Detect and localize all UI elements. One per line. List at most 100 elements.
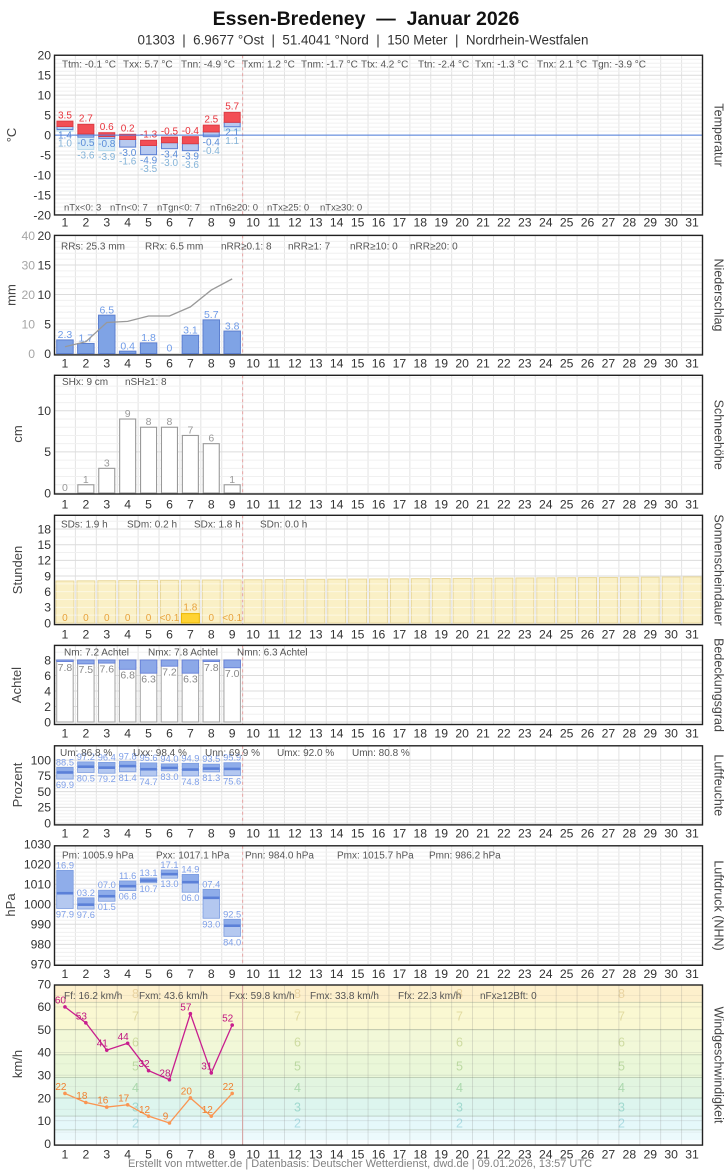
svg-text:16: 16	[372, 627, 386, 641]
svg-text:0: 0	[44, 715, 51, 729]
svg-text:74.7: 74.7	[140, 777, 158, 787]
svg-text:40: 40	[21, 229, 35, 243]
svg-text:8: 8	[132, 987, 139, 1001]
svg-text:9: 9	[229, 726, 236, 740]
svg-text:3: 3	[104, 457, 110, 469]
svg-text:0: 0	[62, 613, 68, 624]
svg-text:20: 20	[455, 627, 469, 641]
svg-text:Niederschlag: Niederschlag	[712, 259, 726, 332]
svg-text:22: 22	[497, 826, 511, 840]
svg-text:30: 30	[664, 826, 678, 840]
svg-text:1: 1	[83, 474, 89, 486]
svg-text:28: 28	[623, 726, 637, 740]
svg-text:nRR≥0.1: 8: nRR≥0.1: 8	[221, 242, 272, 253]
svg-text:25: 25	[560, 627, 574, 641]
svg-text:17: 17	[393, 627, 407, 641]
svg-text:14: 14	[330, 356, 344, 370]
svg-text:7.2: 7.2	[162, 666, 177, 678]
svg-text:3: 3	[103, 497, 110, 511]
svg-text:3.5: 3.5	[58, 110, 72, 121]
svg-text:Fxm: 43.6 km/h: Fxm: 43.6 km/h	[139, 991, 208, 1002]
svg-text:7: 7	[187, 424, 193, 436]
svg-text:50: 50	[37, 1023, 51, 1037]
svg-text:17: 17	[393, 497, 407, 511]
svg-text:-3.4: -3.4	[161, 150, 179, 161]
svg-text:1.7: 1.7	[79, 333, 94, 345]
svg-text:12: 12	[139, 1105, 151, 1116]
svg-text:21: 21	[476, 215, 490, 229]
svg-text:9: 9	[229, 627, 236, 641]
svg-text:15: 15	[351, 726, 365, 740]
svg-text:nRR≥1: 7: nRR≥1: 7	[288, 242, 331, 253]
svg-text:6: 6	[166, 726, 173, 740]
svg-text:30: 30	[664, 726, 678, 740]
svg-text:4: 4	[44, 684, 51, 698]
svg-text:Achtel: Achtel	[9, 667, 24, 703]
svg-text:20: 20	[455, 1147, 469, 1161]
svg-text:Prozent: Prozent	[10, 762, 25, 807]
svg-text:18: 18	[414, 1147, 428, 1161]
svg-text:0: 0	[125, 613, 131, 624]
svg-text:5: 5	[618, 1060, 625, 1074]
svg-text:40: 40	[37, 1046, 51, 1060]
svg-text:-3.0: -3.0	[161, 158, 179, 169]
svg-text:32: 32	[138, 1059, 150, 1070]
svg-text:6.5: 6.5	[99, 304, 114, 316]
svg-text:29: 29	[643, 726, 657, 740]
svg-text:6: 6	[208, 433, 214, 445]
svg-text:10: 10	[37, 288, 51, 302]
svg-text:15: 15	[37, 69, 51, 83]
svg-text:Pmx: 1015.7 hPa: Pmx: 1015.7 hPa	[337, 851, 414, 862]
svg-text:20: 20	[455, 726, 469, 740]
svg-text:5: 5	[145, 726, 152, 740]
svg-text:18: 18	[414, 627, 428, 641]
svg-text:2: 2	[82, 826, 89, 840]
svg-text:84.0: 84.0	[223, 937, 241, 947]
svg-text:20: 20	[37, 49, 51, 63]
svg-text:4: 4	[618, 1081, 625, 1095]
svg-text:21: 21	[476, 627, 490, 641]
svg-text:8: 8	[618, 987, 625, 1001]
svg-text:Tgn: -3.9 °C: Tgn: -3.9 °C	[592, 60, 646, 71]
svg-text:7: 7	[187, 356, 194, 370]
svg-text:15: 15	[37, 538, 51, 552]
svg-text:25: 25	[560, 726, 574, 740]
svg-text:-0.5: -0.5	[77, 138, 95, 149]
svg-text:Pm: 1005.9 hPa: Pm: 1005.9 hPa	[62, 851, 134, 862]
svg-text:14: 14	[330, 497, 344, 511]
svg-text:12: 12	[288, 1147, 302, 1161]
svg-text:16: 16	[372, 215, 386, 229]
svg-text:29: 29	[643, 356, 657, 370]
svg-text:9: 9	[229, 826, 236, 840]
svg-text:18: 18	[414, 967, 428, 981]
svg-text:11: 11	[268, 1147, 281, 1161]
svg-text:1.1: 1.1	[225, 136, 239, 147]
svg-text:13: 13	[309, 726, 323, 740]
svg-text:25: 25	[560, 826, 574, 840]
svg-text:23: 23	[518, 1147, 532, 1161]
svg-text:Bedeckungsgrad: Bedeckungsgrad	[712, 638, 726, 732]
svg-text:7.8: 7.8	[204, 662, 219, 674]
svg-text:7.5: 7.5	[79, 664, 94, 676]
svg-text:15: 15	[351, 967, 365, 981]
svg-text:15: 15	[351, 826, 365, 840]
svg-text:7: 7	[132, 1009, 139, 1023]
svg-text:2: 2	[618, 1117, 625, 1131]
svg-text:29: 29	[643, 1147, 657, 1161]
svg-text:9: 9	[229, 1147, 236, 1161]
svg-text:23: 23	[518, 967, 532, 981]
svg-text:6: 6	[166, 967, 173, 981]
svg-text:17: 17	[393, 826, 407, 840]
svg-text:26: 26	[581, 1147, 595, 1161]
svg-text:5: 5	[145, 967, 152, 981]
svg-text:25: 25	[560, 215, 574, 229]
svg-text:27: 27	[602, 1147, 616, 1161]
svg-text:4: 4	[124, 356, 131, 370]
svg-text:23: 23	[518, 627, 532, 641]
svg-text:<0.1: <0.1	[222, 613, 242, 624]
svg-text:5: 5	[145, 627, 152, 641]
svg-text:Ttn: -2.4 °C: Ttn: -2.4 °C	[418, 60, 469, 71]
svg-text:94.9: 94.9	[181, 753, 199, 763]
svg-text:10: 10	[246, 627, 260, 641]
svg-text:21: 21	[476, 497, 490, 511]
